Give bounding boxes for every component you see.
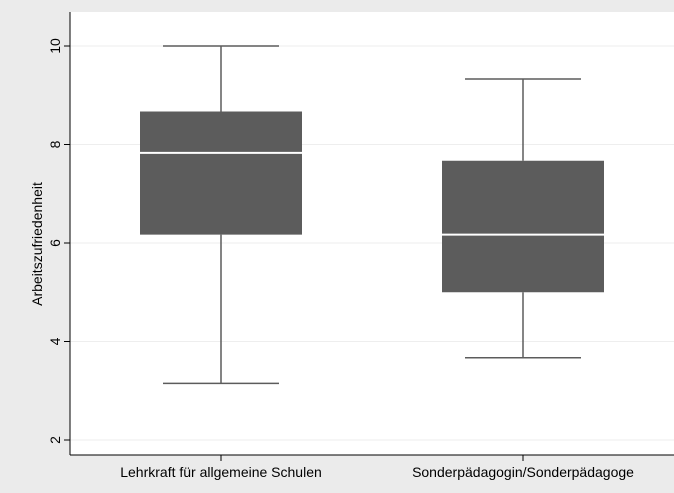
- x-tick-label: Sonderpädagogin/Sonderpädagoge: [412, 464, 634, 480]
- y-tick-label: 6: [47, 239, 63, 247]
- y-tick-label: 2: [47, 436, 63, 444]
- y-axis-title: Arbeitszufriedenheit: [29, 182, 45, 306]
- y-tick-label: 4: [47, 337, 63, 345]
- box-iqr: [442, 160, 604, 293]
- x-axis-ticks: Lehrkraft für allgemeine Schulen Sonderpä…: [120, 455, 634, 480]
- box-group: [140, 45, 302, 385]
- box-group: [442, 78, 604, 359]
- box-iqr: [140, 111, 302, 235]
- y-axis-ticks: 2 4 6 8 10: [47, 38, 70, 444]
- y-tick-label: 10: [47, 38, 63, 54]
- y-tick-label: 8: [47, 140, 63, 148]
- boxes: [140, 45, 604, 385]
- x-tick-label: Lehrkraft für allgemeine Schulen: [120, 464, 322, 480]
